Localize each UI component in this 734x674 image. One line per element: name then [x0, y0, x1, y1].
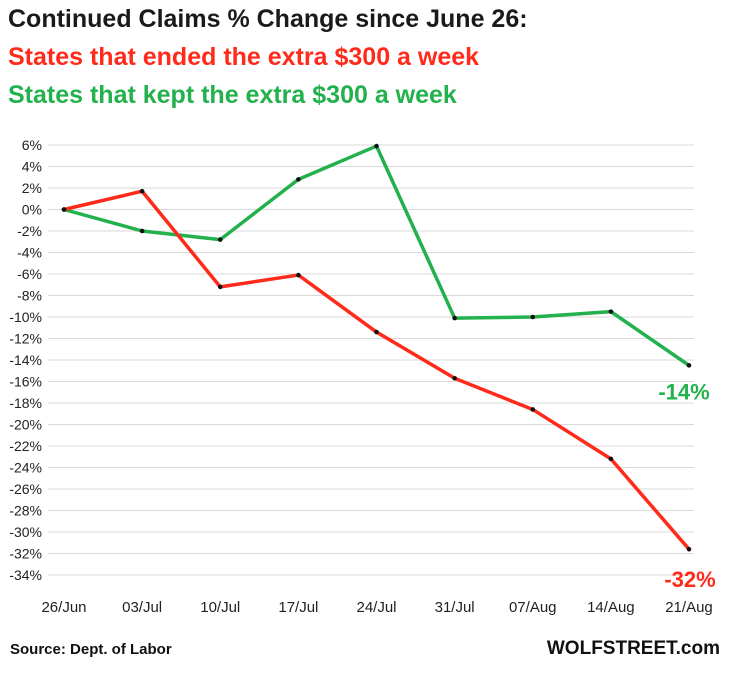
data-point — [139, 228, 145, 234]
data-point — [608, 309, 614, 314]
y-tick-label: -30% — [9, 524, 42, 540]
data-point — [139, 188, 145, 194]
data-point — [217, 284, 223, 290]
x-tick-label: 07/Aug — [509, 599, 557, 616]
data-point — [374, 143, 379, 149]
x-tick-label: 03/Jul — [122, 599, 162, 616]
data-point — [217, 237, 223, 242]
x-tick-label: 24/Jul — [356, 599, 396, 616]
y-tick-label: -10% — [9, 309, 42, 325]
data-point — [296, 177, 301, 182]
y-tick-label: 4% — [22, 159, 42, 175]
y-tick-label: -22% — [9, 438, 42, 454]
y-tick-label: -20% — [9, 417, 42, 433]
data-point — [61, 207, 67, 212]
y-tick-label: -24% — [9, 460, 42, 476]
chart-title: Continued Claims % Change since June 26: — [8, 5, 528, 33]
data-point — [530, 407, 536, 412]
x-tick-label: 10/Jul — [200, 599, 240, 616]
x-tick-label: 26/Jun — [41, 599, 86, 616]
series-points — [61, 143, 692, 552]
red-series-title: States that ended the extra $300 a week — [8, 43, 480, 71]
gridlines — [48, 144, 694, 576]
green-series-title: States that kept the extra $300 a week — [8, 81, 457, 109]
y-tick-label: -8% — [17, 288, 42, 304]
source-note: Source: Dept. of Labor — [10, 641, 172, 658]
end-labels: -14% -32% — [658, 379, 715, 592]
y-tick-label: -2% — [17, 223, 42, 239]
data-point — [686, 546, 692, 552]
data-point — [686, 363, 692, 368]
y-tick-label: 6% — [22, 137, 42, 153]
y-tick-label: -32% — [9, 546, 42, 562]
brand-logo-text: WOLFSTREET.com — [546, 638, 720, 659]
data-point — [452, 315, 457, 321]
y-tick-label: -12% — [9, 331, 42, 347]
y-tick-label: 2% — [22, 180, 42, 196]
y-tick-label: 0% — [22, 202, 42, 218]
series-line-0 — [62, 189, 691, 551]
green-end-label: -14% — [658, 379, 709, 404]
y-tick-label: -4% — [17, 245, 42, 261]
x-tick-label: 14/Aug — [587, 599, 635, 616]
data-point — [530, 314, 536, 320]
y-tick-label: -14% — [9, 352, 42, 368]
x-axis-ticks: 26/Jun 03/Jul 10/Jul 17/Jul 24/Jul 31/Jul 07/A… — [41, 599, 712, 616]
data-point — [608, 456, 614, 462]
data-point — [296, 272, 301, 278]
data-point — [374, 329, 379, 335]
y-tick-label: -28% — [9, 503, 42, 519]
y-tick-label: -6% — [17, 266, 42, 282]
data-point — [452, 375, 457, 381]
y-axis-ticks: 6% 4% 2% 0% -2% -4% -6% -8% -10% -12% -14% -16% -18%… — [9, 137, 42, 583]
red-end-label: -32% — [664, 567, 715, 592]
x-tick-label: 21/Aug — [665, 599, 713, 616]
x-tick-label: 31/Jul — [435, 599, 475, 616]
x-tick-label: 17/Jul — [278, 599, 318, 616]
y-tick-label: -26% — [9, 481, 42, 497]
y-tick-label: -18% — [9, 395, 42, 411]
y-tick-label: -34% — [9, 567, 42, 583]
y-tick-label: -16% — [9, 374, 42, 390]
